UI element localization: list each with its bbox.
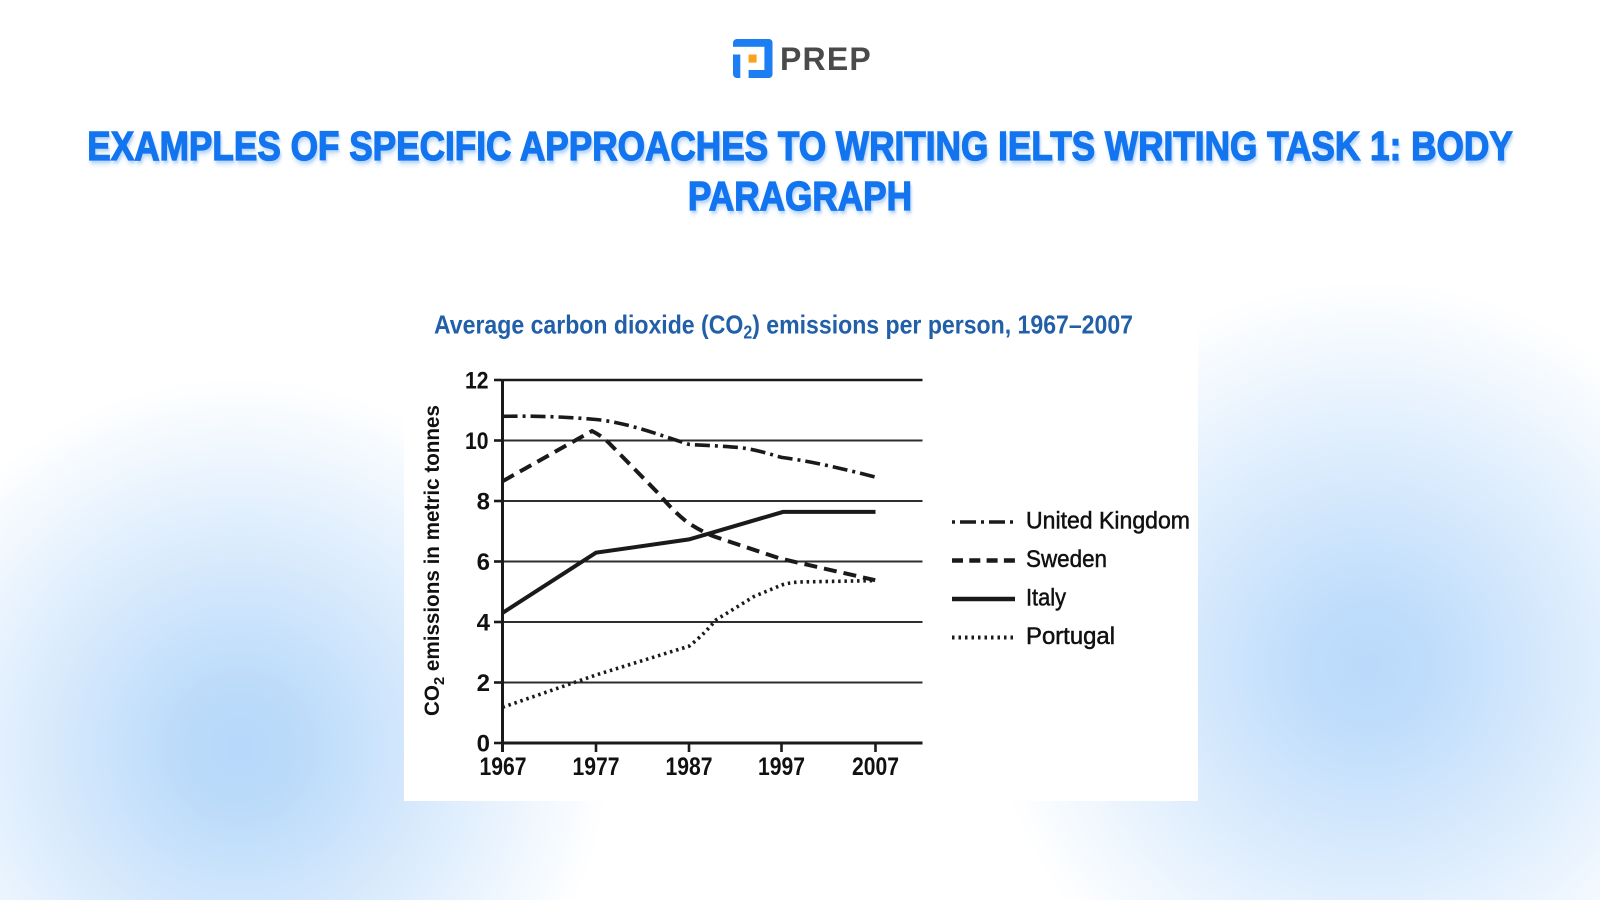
svg-text:United Kingdom: United Kingdom bbox=[1026, 508, 1190, 535]
svg-text:Italy: Italy bbox=[1026, 585, 1066, 612]
svg-text:6: 6 bbox=[477, 549, 490, 576]
svg-text:Portugal: Portugal bbox=[1026, 623, 1115, 650]
svg-text:10: 10 bbox=[465, 428, 489, 455]
svg-text:CO2 emissions in metric tonnes: CO2 emissions in metric tonnes bbox=[421, 405, 448, 716]
svg-text:1977: 1977 bbox=[573, 753, 620, 781]
svg-text:8: 8 bbox=[477, 489, 490, 516]
svg-text:0: 0 bbox=[477, 731, 490, 758]
svg-text:1967: 1967 bbox=[480, 753, 527, 781]
svg-text:1987: 1987 bbox=[666, 753, 713, 781]
svg-text:Sweden: Sweden bbox=[1026, 546, 1107, 573]
svg-text:1997: 1997 bbox=[758, 753, 805, 781]
svg-text:2007: 2007 bbox=[852, 753, 899, 781]
svg-text:12: 12 bbox=[465, 368, 489, 395]
svg-text:Average carbon dioxide (CO2) e: Average carbon dioxide (CO2) emissions p… bbox=[434, 310, 1133, 343]
svg-text:4: 4 bbox=[477, 610, 491, 637]
svg-text:2: 2 bbox=[477, 670, 490, 697]
